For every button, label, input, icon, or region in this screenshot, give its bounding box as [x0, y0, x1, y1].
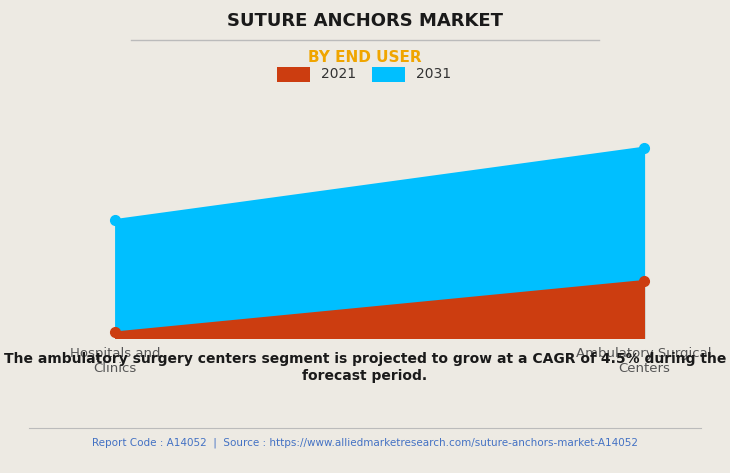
Text: The ambulatory surgery centers segment is projected to grow at a CAGR of 4.5% du: The ambulatory surgery centers segment i…	[4, 352, 726, 383]
Text: Report Code : A14052  |  Source : https://www.alliedmarketresearch.com/suture-an: Report Code : A14052 | Source : https://…	[92, 438, 638, 448]
Text: BY END USER: BY END USER	[308, 50, 422, 65]
Text: 2031: 2031	[416, 67, 451, 81]
Text: 2021: 2021	[321, 67, 356, 81]
Text: SUTURE ANCHORS MARKET: SUTURE ANCHORS MARKET	[227, 12, 503, 30]
